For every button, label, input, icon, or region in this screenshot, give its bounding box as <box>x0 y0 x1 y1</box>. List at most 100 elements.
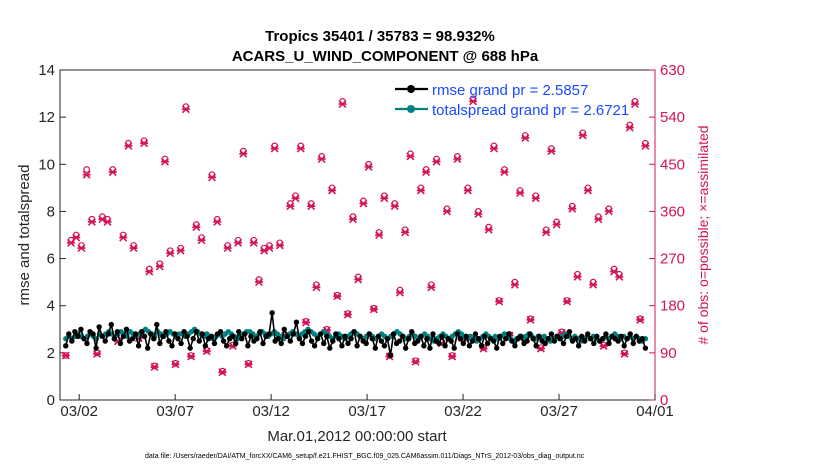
x-tick-label: 03/17 <box>348 403 386 420</box>
obs-assimilated-point <box>124 141 133 150</box>
rmse-point <box>439 333 445 340</box>
rmse-point <box>175 336 181 342</box>
rmse-point <box>311 343 318 349</box>
obs-assimilated-point <box>328 186 337 195</box>
obs-assimilated-point <box>286 202 295 211</box>
obs-assimilated-point <box>375 231 384 239</box>
obs-assimilated-point <box>103 217 112 226</box>
rmse-point <box>563 333 570 340</box>
obs-assimilated-point <box>87 217 96 226</box>
right-tick-label: 450 <box>660 156 685 173</box>
rmse-point <box>302 333 309 340</box>
rmse-point <box>193 328 199 335</box>
rmse-point <box>66 331 72 337</box>
rmse-point <box>378 338 385 344</box>
obs-assimilated-point <box>521 134 530 143</box>
obs-assimilated-point <box>380 194 389 203</box>
obs-assimilated-point <box>155 262 164 271</box>
x-tick-label: 03/22 <box>444 403 482 420</box>
rmse-point <box>591 340 597 347</box>
right-tick-label: 180 <box>660 298 685 315</box>
rmse-point <box>618 333 624 340</box>
rmse-point <box>144 345 151 351</box>
x-tick-label: 03/07 <box>156 403 194 420</box>
obs-assimilated-point <box>484 225 493 234</box>
rmse-point <box>138 328 145 335</box>
obs-assimilated-point <box>354 275 363 284</box>
rmse-point <box>220 338 227 344</box>
rmse-point <box>166 338 172 344</box>
obs-assimilated-point <box>453 155 462 164</box>
rmse-point <box>615 338 621 344</box>
x-axis-label: Mar.01,2012 00:00:00 start <box>267 428 447 445</box>
right-tick-label: 0 <box>660 392 668 409</box>
rmse-point <box>530 336 536 342</box>
rmse-point <box>345 340 351 347</box>
obs-assimilated-point <box>338 100 347 109</box>
obs-assimilated-point <box>390 202 399 211</box>
obs-assimilated-point <box>213 217 222 226</box>
right-y-axis: 0 90 180 270 360 450 540 630 <box>649 62 685 409</box>
obs-assimilated-point <box>416 186 425 195</box>
rmse-point <box>548 331 555 337</box>
obs-assimilated-point <box>625 123 634 132</box>
rmse-point <box>454 331 460 337</box>
obs-assimilated-point <box>265 244 274 253</box>
rmse-point <box>603 331 609 337</box>
obs-possible-point <box>151 362 158 370</box>
obs-assimilated-point <box>343 310 352 319</box>
x-tick-label: 03/12 <box>252 403 290 420</box>
obs-assimilated-point <box>641 141 650 150</box>
rmse-point <box>339 343 345 349</box>
rmse-point <box>348 336 354 342</box>
rmse-point <box>621 343 627 349</box>
y-axis-label-right: # of obs: o=possible; ×=assimilated <box>695 125 711 344</box>
left-tick-label: 12 <box>38 109 55 126</box>
rmse-point <box>275 336 281 342</box>
rmse-point <box>630 340 636 347</box>
rmse-point <box>405 336 412 342</box>
x-tick-label: 03/27 <box>540 403 578 420</box>
rmse-point <box>233 340 239 347</box>
chart-title-line-1: Tropics 35401 / 35783 = 98.932% <box>265 28 495 45</box>
rmse-point <box>187 345 193 351</box>
rmse-point <box>399 333 406 340</box>
obs-assimilated-point <box>563 297 572 306</box>
right-tick-label: 630 <box>660 62 685 79</box>
rmse-point <box>223 343 230 349</box>
rmse-point <box>305 328 312 335</box>
rmse-point <box>324 333 330 340</box>
rmse-point <box>627 331 633 337</box>
obs-assimilated-point <box>176 246 185 255</box>
obs-assimilated-point <box>317 155 326 164</box>
rmse-point <box>624 336 630 342</box>
rmse-point <box>172 331 178 337</box>
rmse-point <box>308 338 315 344</box>
left-tick-label: 4 <box>47 298 55 315</box>
rmse-point <box>509 338 515 344</box>
rmse-point <box>506 331 512 337</box>
obs-assimilated-point <box>369 305 378 314</box>
rmse-point <box>384 336 391 342</box>
rmse-point <box>296 336 303 342</box>
left-y-axis: 0 2 4 6 8 10 12 14 <box>38 62 66 409</box>
rmse-point <box>457 336 463 342</box>
obs-possible-point <box>412 357 420 365</box>
obs-assimilated-point <box>82 170 91 179</box>
right-tick-label: 360 <box>660 203 685 220</box>
rmse-point <box>551 338 558 344</box>
rmse-point <box>281 326 287 332</box>
obs-assimilated-point <box>333 292 342 301</box>
rmse-point <box>141 333 148 340</box>
obs-assimilated-point <box>72 233 81 242</box>
y-axis-label-left: rmse and totalspread <box>16 165 33 306</box>
obs-assimilated-point <box>516 189 525 198</box>
rmse-point <box>582 338 588 344</box>
rmse-point <box>557 336 564 342</box>
obs-assimilated-point <box>495 297 504 306</box>
obs-assimilated-point <box>427 283 436 292</box>
rmse-point <box>342 333 348 340</box>
obs-assimilated-point <box>432 157 441 166</box>
rmse-point <box>154 321 160 328</box>
rmse-point <box>578 333 585 340</box>
